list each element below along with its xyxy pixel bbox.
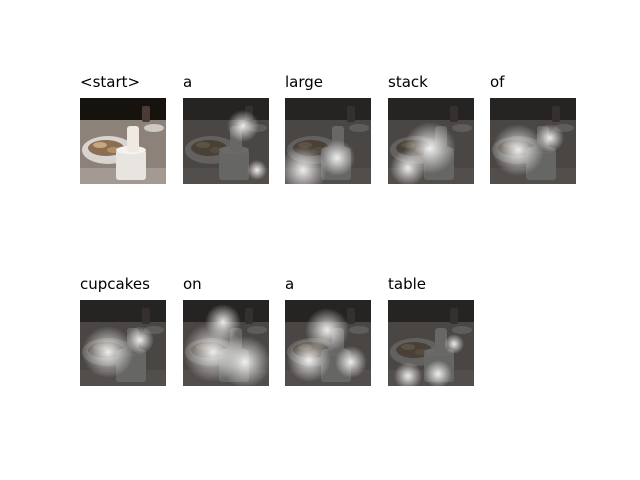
token-label: a	[285, 275, 295, 293]
attention-image	[285, 98, 371, 184]
token-label: a	[183, 73, 193, 91]
attention-image	[183, 300, 269, 386]
attention-image	[490, 98, 576, 184]
attention-image	[80, 98, 166, 184]
attention-image	[285, 300, 371, 386]
token-label: cupcakes	[80, 275, 150, 293]
attention-image	[80, 300, 166, 386]
token-label: large	[285, 73, 324, 91]
token-label: on	[183, 275, 202, 293]
token-label: stack	[388, 73, 428, 91]
token-label: table	[388, 275, 426, 293]
attention-image	[388, 300, 474, 386]
token-label: of	[490, 73, 505, 91]
token-label: <start>	[80, 73, 141, 91]
attention-image	[183, 98, 269, 184]
attention-image	[388, 98, 474, 184]
